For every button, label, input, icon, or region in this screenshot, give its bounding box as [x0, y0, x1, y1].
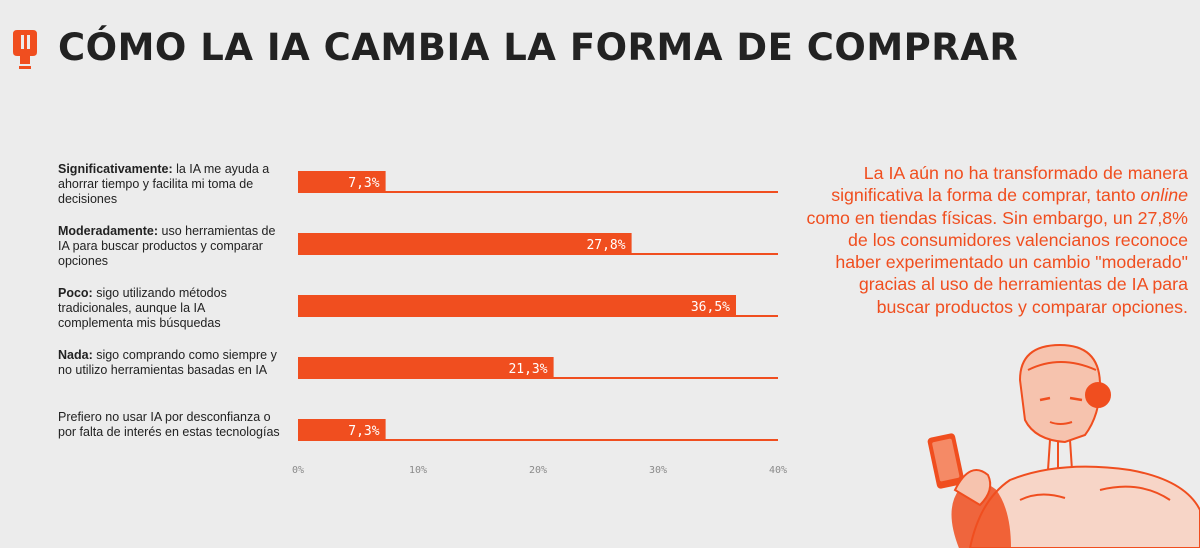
category-label: Moderadamente: uso herramientas de IA pa… [58, 224, 283, 269]
bar [298, 419, 386, 441]
bar [298, 171, 386, 193]
bar [298, 357, 554, 379]
bar [298, 233, 632, 255]
category-label-text: sigo comprando como siempre y no utilizo… [58, 348, 277, 377]
category-label: Significativamente: la IA me ayuda a aho… [58, 162, 283, 207]
category-label-lead: Moderadamente: [58, 224, 159, 238]
category-label-lead: Nada: [58, 348, 93, 362]
description-text-part: La IA aún no ha transformado de manera s… [831, 163, 1188, 206]
bar-data-label: 7,3% [348, 424, 379, 439]
description-emphasis: online [1140, 185, 1188, 206]
robot-holding-phone-illustration [927, 343, 1200, 548]
category-label-lead: Poco: [58, 286, 93, 300]
bar-data-label: 21,3% [508, 362, 547, 377]
x-tick-label: 20% [529, 465, 547, 476]
x-tick-label: 10% [409, 465, 427, 476]
brand-logo-icon [13, 30, 37, 69]
description-text-part: como en tiendas físicas. Sin embargo, un… [806, 207, 1188, 317]
x-tick-label: 0% [292, 465, 304, 476]
x-tick-label: 40% [769, 465, 787, 476]
bar-data-label: 7,3% [348, 176, 379, 191]
bar-data-label: 36,5% [691, 300, 730, 315]
category-label-text: uso herramientas de IA para buscar produ… [58, 224, 276, 268]
page-title: CÓMO LA IA CAMBIA LA FORMA DE COMPRAR [58, 26, 1019, 69]
bar [298, 295, 736, 317]
category-label-lead: Significativamente: [58, 162, 173, 176]
x-tick-label: 30% [649, 465, 667, 476]
category-label: Poco: sigo utilizando métodos tradiciona… [58, 286, 283, 331]
category-label-text: Prefiero no usar IA por desconfianza o p… [58, 410, 280, 439]
category-label-text: sigo utilizando métodos tradicionales, a… [58, 286, 227, 330]
category-label: Nada: sigo comprando como siempre y no u… [58, 348, 283, 378]
chart-description: La IA aún no ha transformado de manera s… [806, 162, 1188, 318]
category-label: Prefiero no usar IA por desconfianza o p… [58, 410, 283, 440]
category-label-text: la IA me ayuda a ahorrar tiempo y facili… [58, 162, 270, 206]
bar-data-label: 27,8% [586, 238, 625, 253]
